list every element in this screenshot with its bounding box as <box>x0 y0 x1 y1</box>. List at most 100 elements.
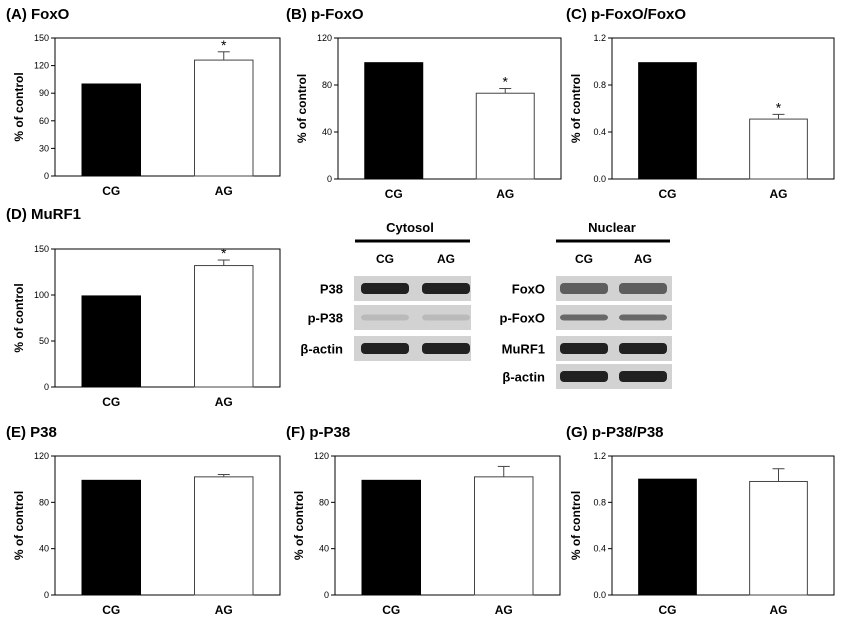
y-axis-label: % of control <box>292 491 306 560</box>
chart-panel-g: (G) p-P38/P38 0.0 0.4 0.8 1.2 % of control CG A… <box>566 424 835 617</box>
x-category-label: CG <box>659 603 677 617</box>
y-tick-label: 0 <box>44 590 49 600</box>
y-axis-label: % of control <box>295 74 309 143</box>
x-category-label: CG <box>102 603 120 617</box>
blot-band <box>422 314 470 321</box>
x-category-label: AG <box>215 395 233 409</box>
y-tick-label: 120 <box>314 451 329 461</box>
y-tick-label: 100 <box>34 290 49 300</box>
blot-band <box>619 314 667 321</box>
y-tick-label: 0.0 <box>593 590 606 600</box>
bar-cg <box>638 62 697 180</box>
blot-band <box>619 371 667 382</box>
y-axis-label: % of control <box>569 74 583 143</box>
y-tick-label: 40 <box>322 127 332 137</box>
blot-band <box>619 343 667 354</box>
y-tick-label: 0.8 <box>593 497 606 507</box>
blot-band <box>560 343 608 354</box>
y-axis-label: % of control <box>12 491 26 560</box>
chart-title: (G) p-P38/P38 <box>566 424 664 441</box>
y-tick-label: 0.8 <box>593 80 606 90</box>
bar-cg <box>361 479 421 596</box>
blot-row-label: p-P38 <box>308 311 343 326</box>
y-tick-label: 60 <box>39 116 49 126</box>
y-tick-label: 90 <box>39 88 49 98</box>
blot-band <box>361 283 409 294</box>
bar-ag <box>475 92 535 180</box>
chart-panel-d: (D) MuRF1 0 50 100 150 % of control CG * AG <box>6 206 281 409</box>
x-category-label: CG <box>659 187 677 201</box>
chart-panel-b: (B) p-FoxO 0 40 80 120 % of control CG * AG <box>286 6 562 201</box>
blot-band <box>361 343 409 354</box>
x-category-label: CG <box>102 395 120 409</box>
chart-title: (A) FoxO <box>6 6 70 23</box>
y-tick-label: 0 <box>44 382 49 392</box>
plot-frame <box>337 37 562 180</box>
blot-lane-label: CG <box>376 252 394 266</box>
y-axis-label: % of control <box>12 72 26 141</box>
blot-row-label: β-actin <box>502 370 545 385</box>
x-category-label: CG <box>382 603 400 617</box>
x-category-label: AG <box>215 603 233 617</box>
y-tick-label: 50 <box>39 336 49 346</box>
blot-band <box>361 314 409 321</box>
y-tick-label: 40 <box>319 544 329 554</box>
blot-band <box>422 283 470 294</box>
significance-marker: * <box>776 99 782 115</box>
blot-cytosol: Cytosol CG AG P38 p-P38 β-actin <box>300 220 471 361</box>
bar-cg <box>81 295 141 388</box>
y-tick-label: 1.2 <box>593 451 606 461</box>
blot-band <box>560 371 608 382</box>
chart-title: (F) p-P38 <box>286 424 350 441</box>
bar-ag <box>194 59 254 177</box>
x-category-label: AG <box>215 184 233 198</box>
blot-header: Cytosol <box>386 220 434 235</box>
chart-title: (D) MuRF1 <box>6 206 81 223</box>
bar-cg <box>81 479 141 596</box>
blot-band <box>560 314 608 321</box>
x-category-label: CG <box>385 187 403 201</box>
chart-panel-a: (A) FoxO 0 30 60 90 120 150 % of control CG * AG <box>6 6 281 198</box>
y-tick-label: 40 <box>39 544 49 554</box>
bar-ag <box>749 480 808 596</box>
y-tick-label: 150 <box>34 244 49 254</box>
significance-marker: * <box>221 245 227 261</box>
blot-lane-label: AG <box>437 252 455 266</box>
y-tick-label: 80 <box>39 497 49 507</box>
chart-panel-e: (E) P38 0 40 80 120 % of control CG AG <box>6 424 281 617</box>
chart-title: (E) P38 <box>6 424 57 441</box>
y-tick-label: 120 <box>34 61 49 71</box>
bar-ag <box>749 118 808 180</box>
x-category-label: CG <box>102 184 120 198</box>
bar-ag <box>194 265 254 388</box>
blot-band <box>619 283 667 294</box>
y-axis-label: % of control <box>12 283 26 352</box>
x-category-label: AG <box>496 187 514 201</box>
bar-cg <box>364 62 424 180</box>
y-tick-label: 120 <box>34 451 49 461</box>
y-tick-label: 0 <box>44 171 49 181</box>
blot-nuclear: Nuclear CG AG FoxO p-FoxO MuRF1 β-actin <box>500 220 672 389</box>
chart-title: (C) p-FoxO/FoxO <box>566 6 686 23</box>
y-tick-label: 0 <box>327 174 332 184</box>
blot-row-label: FoxO <box>512 282 545 297</box>
western-blots: Cytosol CG AG P38 p-P38 β-actin Nuclear CG AG Fox… <box>300 220 672 389</box>
plot-frame <box>54 455 281 596</box>
y-tick-label: 80 <box>322 80 332 90</box>
blot-lane-label: AG <box>634 252 652 266</box>
significance-marker: * <box>503 74 509 90</box>
bar-ag <box>194 476 254 596</box>
significance-marker: * <box>221 37 227 53</box>
y-tick-label: 80 <box>319 497 329 507</box>
y-tick-label: 150 <box>34 33 49 43</box>
chart-title: (B) p-FoxO <box>286 6 364 23</box>
blot-row-label: P38 <box>320 282 343 297</box>
blot-lane-label: CG <box>575 252 593 266</box>
x-category-label: AG <box>770 603 788 617</box>
blot-row-label: MuRF1 <box>502 342 545 357</box>
x-category-label: AG <box>495 603 513 617</box>
blot-header: Nuclear <box>588 220 636 235</box>
bar-cg <box>81 83 141 177</box>
y-tick-label: 30 <box>39 143 49 153</box>
blot-row-label: β-actin <box>300 342 343 357</box>
